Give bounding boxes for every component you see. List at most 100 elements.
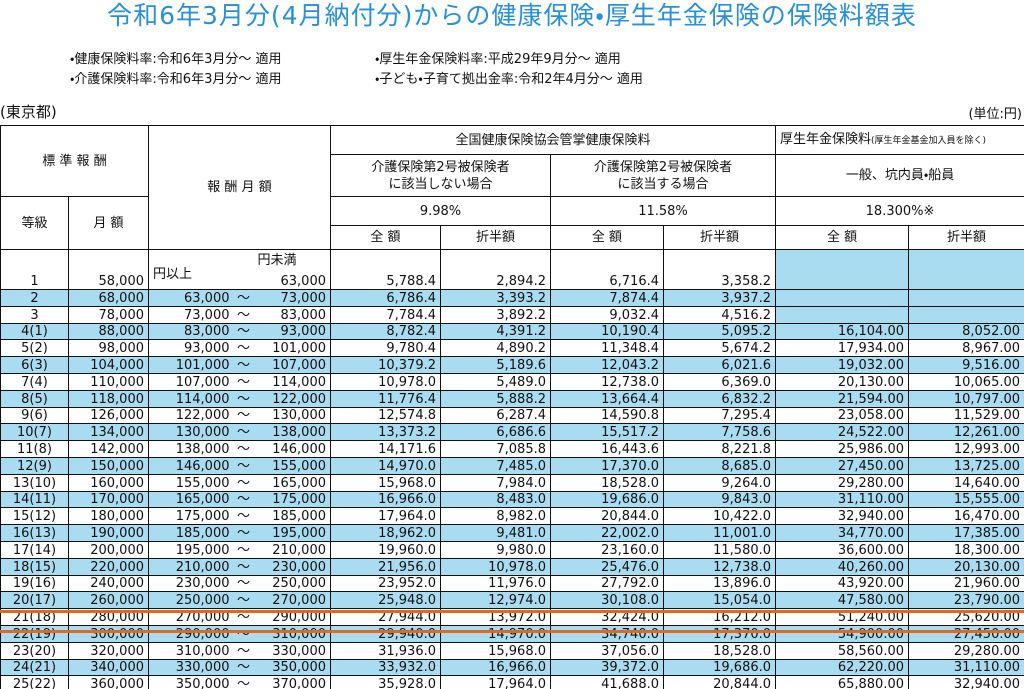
cell-text: 300,000 xyxy=(90,626,144,642)
cell-text: 6,786.4 xyxy=(386,290,436,306)
cell-text: 14,640.00 xyxy=(953,475,1021,491)
cell-text: 160,000 xyxy=(90,475,144,491)
cell-text: ～ xyxy=(236,425,250,441)
cell-text: ～ xyxy=(236,357,250,373)
health-half-cell: 6,287.4 xyxy=(440,406,551,425)
care-half-cell: 15,054.0 xyxy=(662,591,777,610)
cell-text: 88,000 xyxy=(98,324,145,340)
cell-text: 10,797.00 xyxy=(953,391,1021,407)
cell-text: 138,000 xyxy=(175,441,230,457)
pension-full-cell: 19,032.00 xyxy=(775,356,910,374)
cell-text: 210,000 xyxy=(272,542,326,558)
cell-text: 3,358.2 xyxy=(721,274,772,289)
table-row: 11(8) 142,000 138,000 ～ 146,000 14,171.6 7,085… xyxy=(0,440,1024,458)
care-full-cell: 41,688.0 xyxy=(550,675,664,689)
cell-text: 4,391.2 xyxy=(496,324,546,340)
cell-text: 270,000 xyxy=(272,593,326,609)
cell-text: 270,000 xyxy=(175,609,230,625)
cell-text: 175,000 xyxy=(272,492,326,508)
care-half-cell: 6,369.0 xyxy=(662,372,777,391)
range-lower-cell: 175,000 xyxy=(148,507,234,526)
header-cell: 折半額 xyxy=(440,225,551,250)
cell-text: 12,043.2 xyxy=(601,357,659,373)
header-cell: 標 準 報 酬 xyxy=(0,125,149,197)
cell-text: 39,372.0 xyxy=(601,660,659,676)
cell-text: 37,056.0 xyxy=(601,643,659,659)
cell-text: 5,888.2 xyxy=(496,391,546,407)
care-half-cell: 9,843.0 xyxy=(662,490,777,509)
cell-text: 8,982.0 xyxy=(496,509,546,525)
pension-half-cell: 12,261.00 xyxy=(908,423,1024,442)
cell-text: 23(20) xyxy=(12,643,57,659)
health-full-cell: 14,970.0 xyxy=(330,456,441,475)
header-cell: 一般、坑内員・船員 xyxy=(775,154,1024,197)
cell-text: ～ xyxy=(236,492,250,508)
grade-cell: 17(14) xyxy=(0,540,69,559)
cell-text: 20(17) xyxy=(12,593,57,609)
table-row: 13(10) 160,000 155,000 ～ 165,000 15,968.0 7,98… xyxy=(0,473,1024,492)
cell-text: 27,450.00 xyxy=(837,458,905,474)
cell-text: 54,900.00 xyxy=(837,626,905,642)
cell-text: 12,974.0 xyxy=(488,593,546,609)
range-lower-cell: 155,000 xyxy=(148,473,234,492)
cell-text: 16,966.0 xyxy=(378,492,436,508)
range-lower-cell: 130,000 xyxy=(148,423,234,442)
pension-half-cell: 13,725.00 xyxy=(908,456,1024,475)
pension-half-cell: 20,130.00 xyxy=(908,557,1024,576)
standard-monthly-cell: 220,000 xyxy=(68,557,149,576)
range-lower-cell: 250,000 xyxy=(148,591,234,610)
pension-full-cell: 24,522.00 xyxy=(775,423,910,442)
grade-cell: 2 xyxy=(0,289,69,307)
care-half-cell: 8,221.8 xyxy=(662,440,777,458)
cell-text: 9,032.4 xyxy=(609,307,659,323)
care-full-cell: 17,370.0 xyxy=(550,456,664,475)
health-full-cell: 9,780.4 xyxy=(330,339,441,358)
range-upper-cell: 101,000 xyxy=(253,339,331,358)
cell-text: 32,940.00 xyxy=(837,509,905,525)
care-half-cell: 3,937.2 xyxy=(662,289,777,307)
health-full-cell: 12,574.8 xyxy=(330,406,441,425)
health-full-cell: 17,964.0 xyxy=(330,507,441,526)
cell-text: 83,000 xyxy=(184,324,230,340)
cell-text: 4,516.2 xyxy=(721,307,772,323)
cell-text: ～ xyxy=(236,576,250,592)
cell-text: 165,000 xyxy=(272,475,326,491)
cell-text: 5(2) xyxy=(21,341,48,357)
care-half-cell: 11,001.0 xyxy=(662,524,777,542)
standard-monthly-cell: 180,000 xyxy=(68,507,149,526)
range-lower-cell: 230,000 xyxy=(148,574,234,593)
table-row: 23(20) 320,000 310,000 ～ 330,000 31,936.0 15,9… xyxy=(0,641,1024,660)
unit-label: 円未満 xyxy=(257,253,297,268)
cell-text: 9,481.0 xyxy=(496,525,546,541)
pension-half-cell: 21,960.00 xyxy=(908,574,1024,593)
standard-monthly-cell: 126,000 xyxy=(68,406,149,425)
standard-monthly-cell: 360,000 xyxy=(68,675,149,689)
range-sep-cell: ～ xyxy=(233,339,254,358)
cell-text: 320,000 xyxy=(90,643,144,659)
table-row: 8(5) 118,000 114,000 ～ 122,000 11,776.4 5,888.… xyxy=(0,389,1024,408)
cell-text: 98,000 xyxy=(98,341,145,357)
health-half-cell: 4,890.2 xyxy=(440,339,551,358)
range-sep-cell: ～ xyxy=(233,305,254,324)
cell-text: 14,171.6 xyxy=(378,441,436,457)
pension-full-cell: 25,986.00 xyxy=(775,440,910,458)
cell-text: 32,424.0 xyxy=(601,609,659,625)
pension-half-cell: 8,052.00 xyxy=(908,322,1024,341)
range-upper-cell: 155,000 xyxy=(253,456,331,475)
health-full-cell: 8,782.4 xyxy=(330,322,441,341)
cell-text: 180,000 xyxy=(90,509,144,525)
cell-text: 12,738.0 xyxy=(713,559,772,575)
cell-text: 93,000 xyxy=(184,341,230,357)
range-lower-cell: 83,000 xyxy=(148,322,234,341)
cell-text: 3,937.2 xyxy=(721,290,772,306)
cell-text: 2 xyxy=(30,290,39,306)
pension-half-cell: 29,280.00 xyxy=(908,641,1024,660)
note: ・健康保険料率:令和6年3月分～ 適用 xyxy=(70,52,282,67)
table-row: 19(16) 240,000 230,000 ～ 250,000 23,952.0 11,9… xyxy=(0,574,1024,593)
cell-text: 15,968.0 xyxy=(378,475,436,491)
pension-full-cell xyxy=(775,305,910,324)
cell-text: 7,085.8 xyxy=(496,441,546,457)
standard-monthly-cell: 190,000 xyxy=(68,524,149,542)
cell-text: 310,000 xyxy=(175,643,230,659)
cell-text: 15,968.0 xyxy=(488,643,546,659)
